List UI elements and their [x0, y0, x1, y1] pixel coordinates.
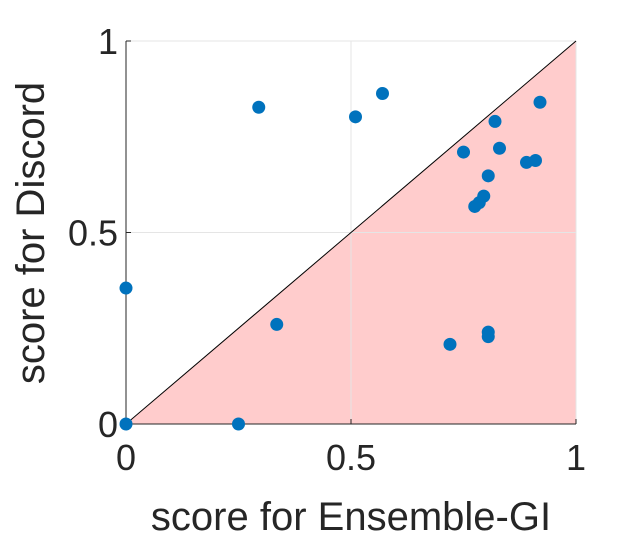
- data-point: [481, 325, 495, 339]
- data-point: [533, 95, 547, 109]
- data-point: [481, 169, 495, 183]
- data-point: [349, 110, 362, 124]
- x-tick-label: 0.5: [326, 437, 376, 478]
- y-tick-label: 1: [98, 21, 118, 62]
- diagonal-line: [125, 40, 577, 425]
- plot-area: [119, 40, 577, 431]
- data-point: [119, 417, 133, 431]
- data-point: [443, 337, 457, 351]
- y-tick-label: 0.5: [68, 213, 118, 254]
- y-axis-label: score for Discord: [9, 82, 53, 384]
- data-point: [493, 141, 506, 155]
- x-axis-label: score for Ensemble-GI: [151, 495, 551, 538]
- x-tick-label: 0: [116, 437, 136, 478]
- data-point: [376, 86, 389, 100]
- x-tick-labels: 0 0.5 1: [116, 437, 586, 478]
- data-point: [252, 100, 266, 114]
- y-tick-label: 0: [98, 404, 118, 445]
- data-point: [232, 417, 245, 431]
- data-point: [529, 153, 542, 167]
- data-point: [488, 114, 502, 128]
- data-point: [119, 281, 133, 295]
- data-point: [270, 317, 284, 331]
- x-tick-label: 1: [566, 437, 586, 478]
- y-tick-labels: 00.51: [68, 21, 118, 445]
- data-point: [477, 189, 491, 203]
- data-point: [457, 145, 470, 159]
